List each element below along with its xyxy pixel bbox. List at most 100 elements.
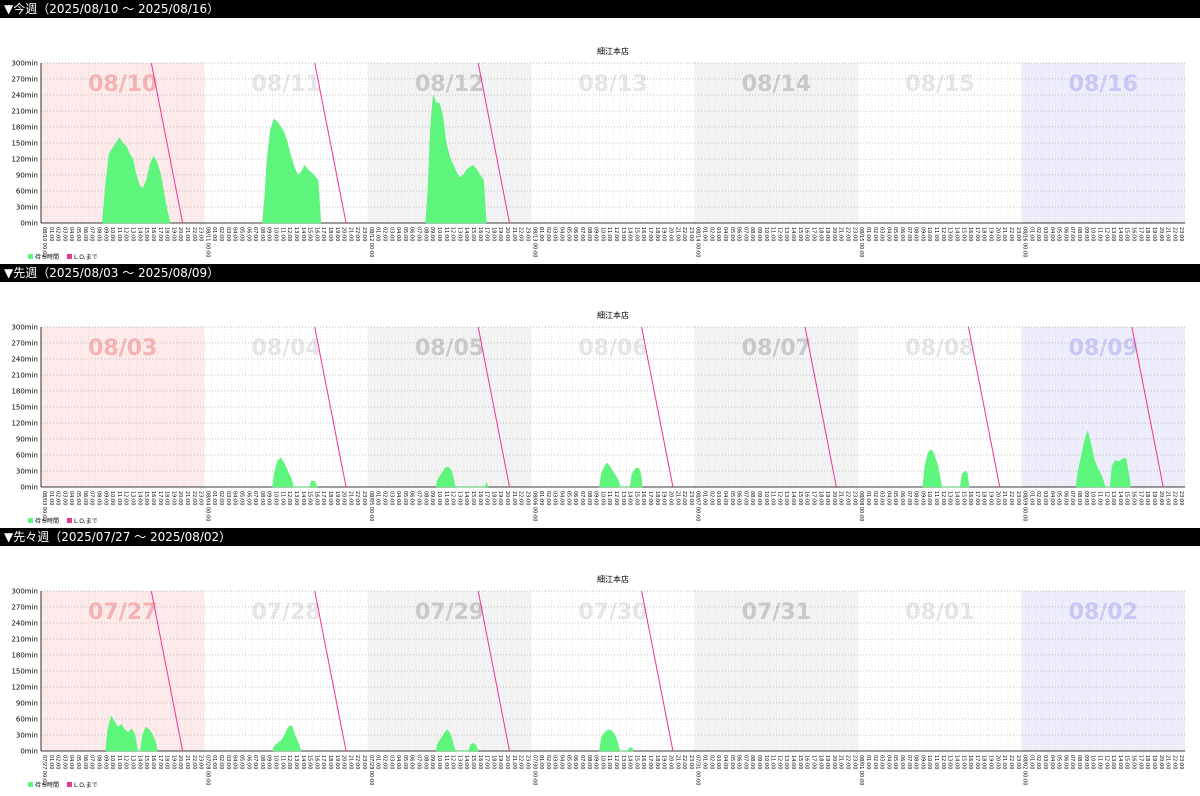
x-tick-label: 17:00 <box>1137 755 1143 769</box>
x-tick-label: 19:00 <box>497 755 503 769</box>
x-tick-label: 10:00 <box>109 491 115 505</box>
x-tick-label: 11:00 <box>279 227 285 241</box>
x-tick-label: 14:00 <box>463 227 469 241</box>
x-tick-label: 19:00 <box>988 755 994 769</box>
x-tick-label: 22:00 <box>1008 755 1014 769</box>
x-tick-label: 08:00 <box>95 227 101 241</box>
lo-line <box>150 62 184 224</box>
x-tick-label: 20:00 <box>667 755 673 769</box>
x-tick-label: 15:00 <box>797 227 803 241</box>
y-tick-label: 240min <box>11 92 38 100</box>
x-tick-label: 04:00 <box>559 755 565 769</box>
x-tick-label: 02:00 <box>381 227 387 241</box>
x-tick-label: 22:00 <box>354 755 360 769</box>
x-tick-label: 22:00 <box>354 227 360 241</box>
x-tick-label: 01:00 <box>702 755 708 769</box>
x-tick-label: 09:00 <box>756 491 762 505</box>
x-tick-label: 20:00 <box>341 491 347 505</box>
x-tick-label: 18:00 <box>981 227 987 241</box>
x-tick-label: 09:00 <box>919 755 925 769</box>
x-tick-label: 09:00 <box>593 755 599 769</box>
x-tick-label: 14:00 <box>463 755 469 769</box>
x-tick-label: 17:00 <box>810 491 816 505</box>
x-tick-label: 05:00 <box>75 227 81 241</box>
x-tick-label: 03:00 <box>61 491 67 505</box>
x-tick-label: 03:00 <box>879 491 885 505</box>
x-tick-label: 21:00 <box>838 491 844 505</box>
week-header-last-week: ▼先週（2025/08/03 ～ 2025/08/09） <box>0 264 1200 282</box>
x-tick-label: 04:00 <box>1049 227 1055 241</box>
x-tick-label: 04:00 <box>232 227 238 241</box>
x-tick-label: 08:00 <box>259 227 265 241</box>
x-tick-label: 04:00 <box>68 491 74 505</box>
x-tick-label: 13:00 <box>620 491 626 505</box>
x-tick-label: 09:00 <box>593 227 599 241</box>
x-tick-label: 11:00 <box>1096 755 1102 769</box>
y-tick-label: 90min <box>16 700 38 708</box>
lo-line <box>150 590 184 752</box>
x-tick-label: 08/14 00:00 <box>695 227 701 257</box>
x-tick-label: 05:00 <box>892 227 898 241</box>
x-tick-label: 21:00 <box>1165 227 1171 241</box>
x-tick-label: 17:00 <box>810 227 816 241</box>
x-tick-label: 10:00 <box>436 491 442 505</box>
x-tick-label: 17:00 <box>484 755 490 769</box>
x-tick-label: 06:00 <box>1062 755 1068 769</box>
x-tick-label: 22:00 <box>845 491 851 505</box>
x-tick-label: 03:00 <box>61 755 67 769</box>
wait-time-area <box>435 466 489 488</box>
wait-time-area <box>102 137 171 224</box>
x-tick-label: 02:00 <box>872 491 878 505</box>
lo-line <box>477 326 510 488</box>
x-tick-label: 07:00 <box>416 491 422 505</box>
x-tick-label: 18:00 <box>981 755 987 769</box>
wait-time-area <box>922 449 970 488</box>
x-tick-label: 22:00 <box>845 755 851 769</box>
x-tick-label: 19:00 <box>1151 755 1157 769</box>
x-tick-label: 07:00 <box>1069 755 1075 769</box>
y-tick-label: 150min <box>11 404 38 412</box>
x-tick-label: 07:00 <box>1069 227 1075 241</box>
x-tick-label: 17:00 <box>484 227 490 241</box>
y-tick-label: 300min <box>11 588 38 596</box>
x-tick-label: 17:00 <box>974 491 980 505</box>
x-tick-label: 19:00 <box>988 227 994 241</box>
x-tick-label: 17:00 <box>647 491 653 505</box>
x-tick-label: 10:00 <box>109 227 115 241</box>
x-tick-label: 22:00 <box>191 227 197 241</box>
x-tick-label: 08:00 <box>913 491 919 505</box>
x-tick-label: 02:00 <box>218 227 224 241</box>
x-tick-label: 18:00 <box>654 755 660 769</box>
x-tick-label: 08/06 00:00 <box>531 491 537 521</box>
x-tick-label: 08:00 <box>95 491 101 505</box>
x-tick-label: 10:00 <box>926 491 932 505</box>
x-tick-label: 04:00 <box>68 755 74 769</box>
x-tick-label: 09:00 <box>102 227 108 241</box>
x-tick-label: 05:00 <box>238 491 244 505</box>
x-tick-label: 01:00 <box>375 755 381 769</box>
x-tick-label: 02:00 <box>872 227 878 241</box>
x-tick-label: 06:00 <box>736 227 742 241</box>
x-tick-label: 07:00 <box>89 755 95 769</box>
x-tick-label: 13:00 <box>130 755 136 769</box>
x-tick-label: 05:00 <box>238 755 244 769</box>
x-tick-label: 20:00 <box>341 755 347 769</box>
x-tick-label: 11:00 <box>443 755 449 769</box>
x-tick-label: 01:00 <box>48 755 54 769</box>
x-tick-label: 14:00 <box>627 227 633 241</box>
x-tick-label: 16:00 <box>640 755 646 769</box>
x-tick-label: 08/01 00:00 <box>858 755 864 785</box>
x-tick-label: 17:00 <box>1137 491 1143 505</box>
x-tick-label: 01:00 <box>538 755 544 769</box>
y-tick-label: 210min <box>11 636 38 644</box>
x-tick-label: 08/08 00:00 <box>858 491 864 521</box>
x-tick-label: 12:00 <box>613 491 619 505</box>
x-tick-label: 16:00 <box>477 491 483 505</box>
x-tick-label: 03:00 <box>61 227 67 241</box>
x-tick-label: 17:00 <box>974 227 980 241</box>
x-tick-label: 19:00 <box>170 491 176 505</box>
x-tick-label: 16:00 <box>804 227 810 241</box>
x-tick-label: 09:00 <box>102 755 108 769</box>
x-tick-label: 02:00 <box>218 491 224 505</box>
